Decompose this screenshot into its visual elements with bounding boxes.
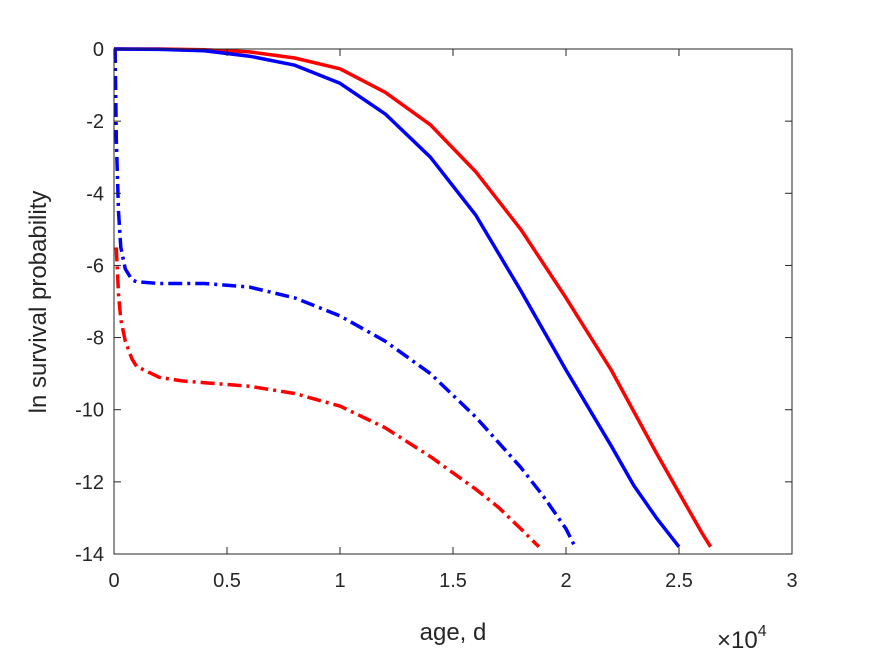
x-axis: 0 0.5 1 1.5 2 2.5 3 [108,49,798,592]
x-tick-label: 2 [560,570,571,592]
x-axis-label: age, d [420,619,487,646]
series-line-4 [114,247,541,549]
x-axis-multiplier-exponent: 4 [758,623,767,640]
x-tick-label: 2.5 [665,570,693,592]
x-tick-label: 3 [786,570,797,592]
x-tick-label: 0.5 [213,570,241,592]
x-tick-label: 0 [108,570,119,592]
y-tick-label: -6 [86,255,104,277]
x-axis-multiplier: ×104 [717,623,767,654]
y-axis: 0 -2 -4 -6 -8 -10 -12 -14 [75,39,792,566]
y-tick-label: -12 [75,472,104,494]
x-tick-label: 1.5 [439,570,467,592]
series-line-3 [113,48,577,548]
y-tick-label: -8 [86,328,104,350]
series-line-2 [113,47,681,548]
y-tick-label: -4 [86,183,104,205]
y-tick-label: -14 [75,544,104,566]
x-axis-multiplier-base: ×10 [717,627,758,654]
plot-area [114,49,792,554]
x-tick-label: 1 [334,570,345,592]
y-axis-label: ln survival probability [25,191,52,414]
y-tick-label: 0 [93,39,104,61]
y-tick-label: -10 [75,400,104,422]
y-tick-label: -2 [86,111,104,133]
